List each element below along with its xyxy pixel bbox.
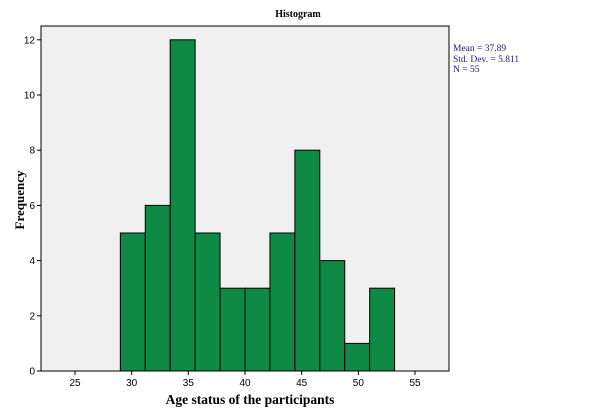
histogram-bar-10 [344, 342, 371, 372]
x-tick-label: 30 [126, 378, 138, 389]
histogram-bar-8 [294, 149, 321, 372]
histogram-bar-6 [244, 287, 271, 372]
x-tick-label: 50 [353, 378, 365, 389]
stats-std-dev: Std. Dev. = 5.811 [453, 54, 520, 65]
x-tick-label: 45 [296, 378, 308, 389]
histogram-bar-4 [194, 232, 221, 372]
histogram-bar-2 [144, 204, 171, 372]
x-tick-label: 25 [69, 378, 81, 389]
histogram-bar-11 [369, 287, 396, 372]
y-tick-label: 2 [29, 311, 35, 322]
histogram-bar-7 [269, 232, 296, 372]
y-tick-label: 0 [29, 367, 35, 378]
stats-mean: Mean = 37.89 [453, 44, 507, 54]
stats-n: N = 55 [453, 65, 480, 75]
ticks-layer: 0 2 4 6 8 10 12 25 30 35 40 45 50 55 [24, 35, 421, 389]
y-tick-label: 10 [24, 91, 36, 102]
stats-legend: Mean = 37.89 Std. Dev. = 5.811 N = 55 [453, 44, 519, 76]
x-tick-label: 35 [183, 378, 195, 389]
bars-layer [119, 39, 396, 372]
y-tick-label: 4 [29, 256, 35, 267]
y-tick-label: 12 [24, 35, 36, 46]
histogram-bar-9 [319, 260, 346, 372]
chart-title: Histogram [275, 9, 321, 20]
x-axis-label: Age status of the participants [165, 392, 335, 407]
histogram-bar-3 [169, 39, 196, 372]
y-tick-label: 8 [29, 146, 35, 157]
y-tick-label: 6 [29, 201, 35, 212]
x-tick-label: 40 [239, 378, 251, 389]
x-tick-label: 55 [409, 378, 421, 389]
histogram-bar-5 [219, 287, 246, 372]
y-axis-label: Frequency [12, 170, 27, 230]
histogram-bar-1 [119, 232, 146, 372]
